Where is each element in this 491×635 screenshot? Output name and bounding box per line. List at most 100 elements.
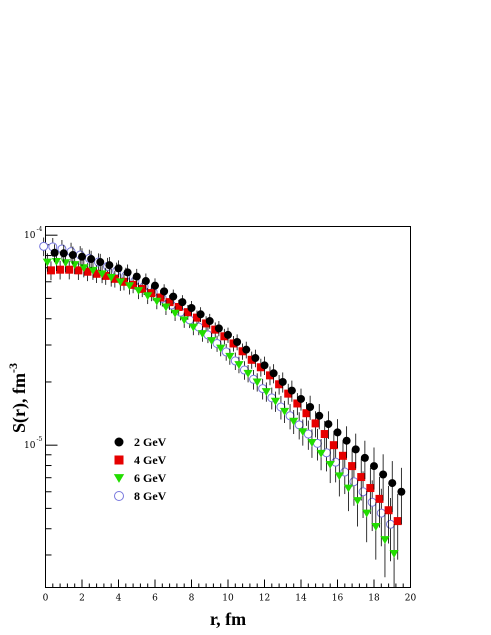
data-point <box>51 257 62 266</box>
axis-ticks <box>45 234 411 588</box>
x-tick-label: 0 <box>43 594 49 604</box>
data-point <box>385 519 395 529</box>
data-point <box>224 330 232 339</box>
data-point <box>70 261 80 269</box>
data-point <box>46 266 55 275</box>
data-point <box>133 287 144 295</box>
data-point <box>83 267 92 276</box>
data-point <box>138 284 147 293</box>
data-point <box>371 523 381 531</box>
data-point <box>388 479 397 488</box>
data-point <box>348 462 357 471</box>
legend-marker <box>113 474 125 483</box>
data-point <box>297 394 305 403</box>
legend-item: 4 GeV <box>114 453 167 467</box>
data-point <box>87 255 96 264</box>
data-point <box>269 369 278 378</box>
data-point <box>106 273 116 282</box>
data-point <box>275 380 284 389</box>
data-point <box>196 310 205 319</box>
legend-marker <box>114 491 124 501</box>
data-point <box>370 462 378 471</box>
x-tick-labels: 0 2 4 6 8 10 12 14 16 18 20 <box>43 594 417 604</box>
data-point <box>342 436 351 445</box>
data-point <box>78 252 86 261</box>
data-point <box>389 550 399 558</box>
data-point <box>143 292 153 301</box>
data-point <box>115 278 125 287</box>
data-point <box>119 277 128 286</box>
data-point <box>397 487 406 496</box>
data-point <box>124 282 135 291</box>
data-point <box>206 337 217 345</box>
data-point <box>343 484 354 493</box>
data-point <box>379 470 388 479</box>
data-point <box>110 274 119 283</box>
data-point <box>298 428 308 437</box>
legend-marker <box>114 455 124 465</box>
data-point <box>214 324 223 333</box>
data-point <box>380 536 390 544</box>
legend-item: 6 GeV <box>113 471 167 485</box>
data-point <box>50 248 59 257</box>
data-point <box>74 266 83 275</box>
data-point <box>252 378 262 387</box>
y-axis-title-group: S(r), fm-3 <box>6 363 30 433</box>
data-point <box>132 272 141 281</box>
data-point <box>315 411 324 420</box>
data-point <box>192 313 201 322</box>
series-6-gev <box>42 252 399 588</box>
data-point <box>160 287 169 296</box>
data-point <box>97 270 107 279</box>
x-tick-label: 20 <box>405 594 417 604</box>
data-point <box>243 369 253 378</box>
legend-marker <box>114 437 124 447</box>
data-point <box>362 509 372 518</box>
data-point <box>367 497 377 507</box>
data-point <box>187 304 196 313</box>
svg-text:S(r), fm-3: S(r), fm-3 <box>6 363 30 433</box>
data-point <box>270 397 281 406</box>
data-point <box>165 298 174 307</box>
data-point <box>101 271 110 280</box>
data-point <box>333 428 342 437</box>
data-point <box>56 265 65 274</box>
data-point <box>376 508 386 518</box>
data-point <box>289 417 299 426</box>
x-tick-label: 8 <box>189 594 195 604</box>
x-tick-label: 10 <box>222 594 234 604</box>
data-point <box>59 249 68 258</box>
legend-label: 4 GeV <box>134 453 167 467</box>
data-point <box>325 460 335 469</box>
legend-label: 8 GeV <box>134 489 167 503</box>
x-tick-label: 12 <box>259 594 270 604</box>
legend-label: 2 GeV <box>134 435 167 449</box>
y-tick-labels: 10-410-5 <box>24 226 42 451</box>
data-point <box>152 297 162 306</box>
data-point <box>349 477 359 487</box>
data-point <box>169 292 178 301</box>
data-point <box>92 269 101 278</box>
plot-frame <box>45 226 411 588</box>
data-point <box>242 345 251 354</box>
data-point <box>39 241 49 251</box>
x-tick-label: 6 <box>152 594 158 604</box>
data-point <box>256 363 265 372</box>
y-tick-exponent: -5 <box>37 436 43 443</box>
y-axis-title: S(r), fm <box>9 373 30 433</box>
x-tick-label: 4 <box>116 594 122 604</box>
series-4-gev <box>46 260 402 560</box>
data-point <box>261 388 271 396</box>
x-tick-label: 16 <box>332 594 344 604</box>
data-point <box>260 361 269 370</box>
data-point <box>311 419 320 428</box>
y-tick-label: 10 <box>24 231 36 241</box>
legend-label: 6 GeV <box>134 471 167 485</box>
data-point <box>123 268 132 277</box>
data-point <box>384 506 393 515</box>
data-point <box>205 317 214 326</box>
data-point <box>358 487 368 497</box>
data-point <box>352 497 363 505</box>
data-point <box>183 308 192 317</box>
